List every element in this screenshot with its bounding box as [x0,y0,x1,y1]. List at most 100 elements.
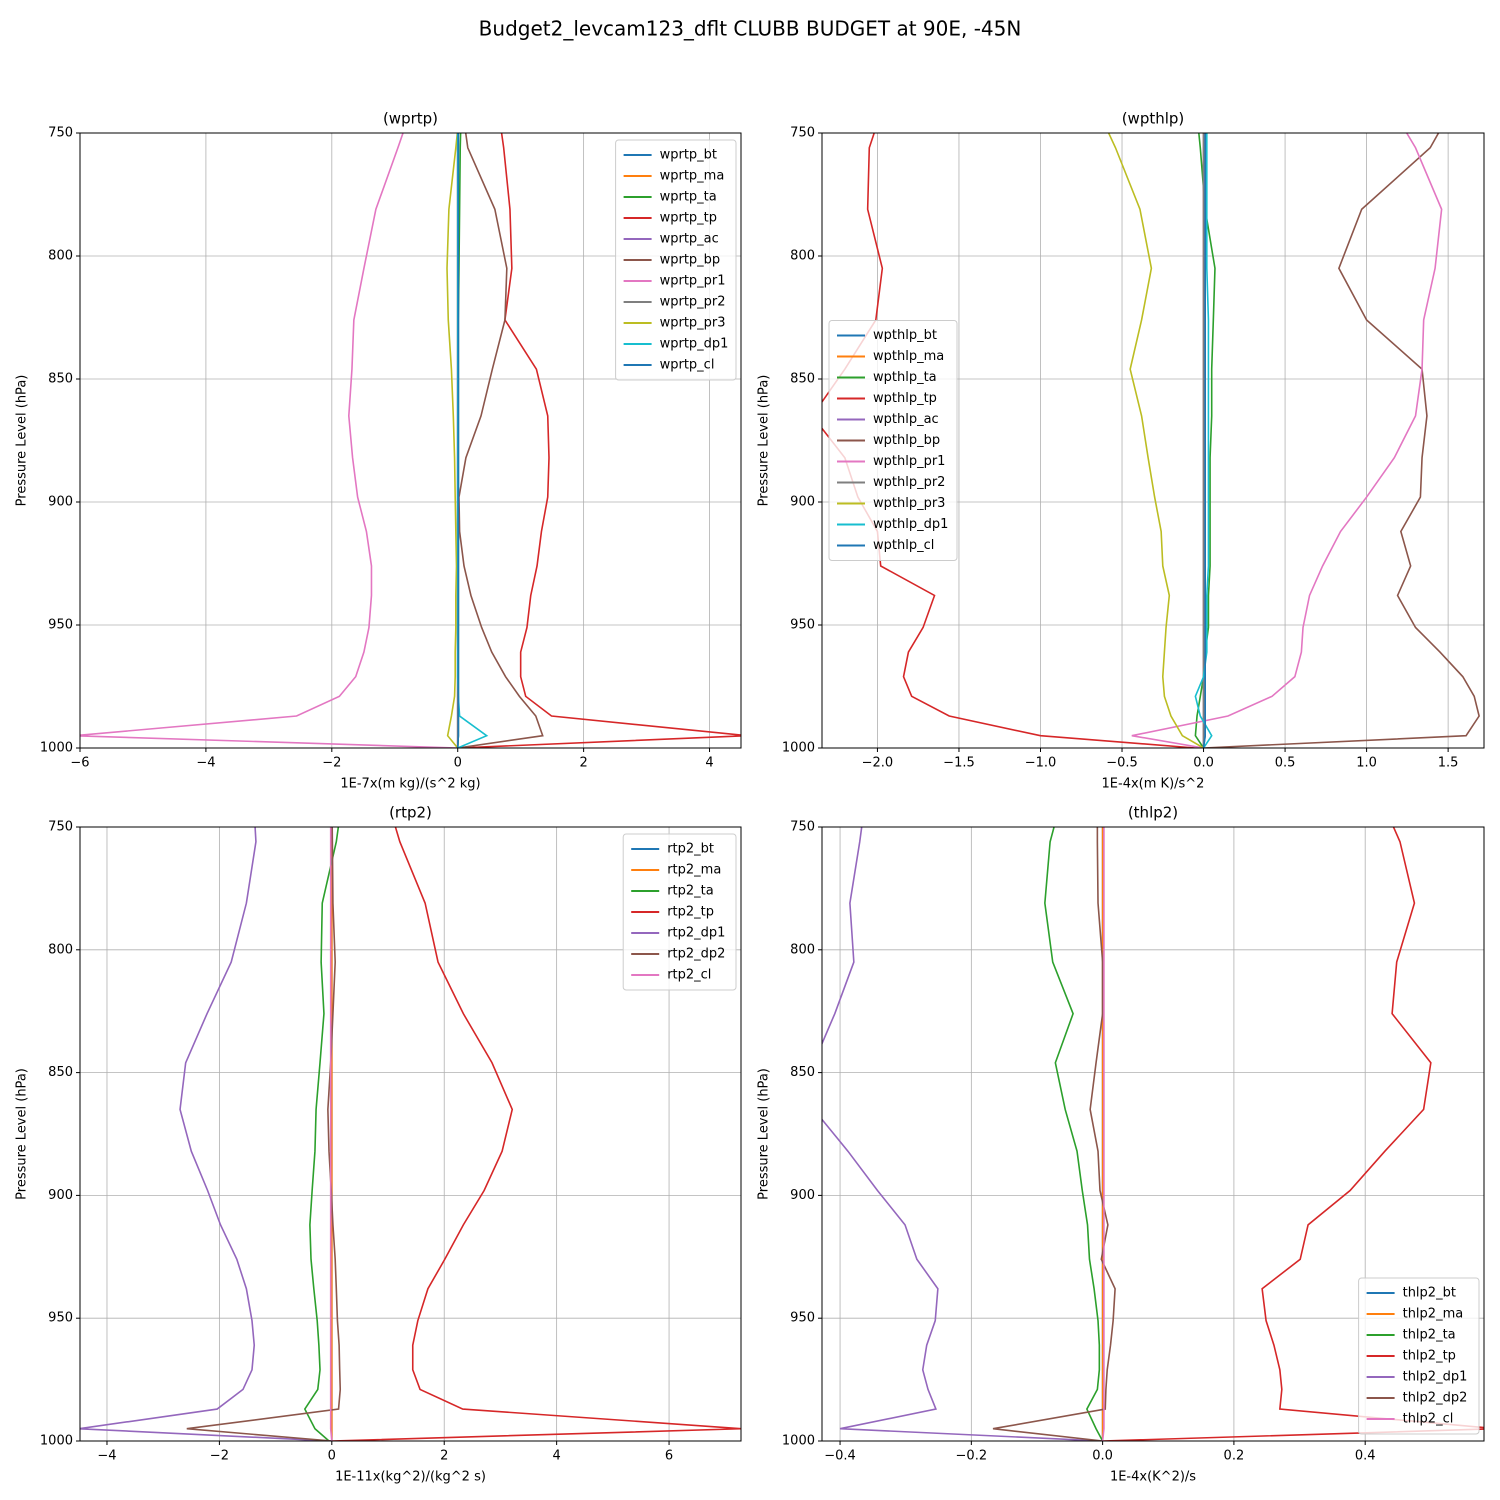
legend-frame [1358,1277,1480,1435]
y-tick-label: 750 [48,126,73,141]
legend-label: wpthlp_ta [873,370,937,385]
x-tick-label: −1.0 [1025,756,1057,771]
y-tick-label: 950 [48,1311,73,1326]
y-tick-label: 850 [48,1065,73,1080]
x-tick-label: −2 [210,1449,229,1464]
y-tick-label: 750 [48,820,73,835]
x-tick-label: 1.0 [1356,756,1377,771]
x-axis-label: 1E-11x(kg^2)/(kg^2 s) [335,1470,486,1485]
series-line [1202,133,1206,748]
y-tick-label: 900 [48,495,73,510]
series-line [331,827,741,1441]
y-tick-label: 850 [48,372,73,387]
legend-label: wpthlp_pr1 [873,454,945,469]
plot-area [822,827,1484,1441]
legend-label: rtp2_bt [667,842,714,857]
legend-label: wprtp_ma [660,169,725,184]
y-axis-label: Pressure Level (hPa) [15,1068,30,1200]
legend-label: rtp2_cl [667,968,711,983]
legend-label: wprtp_pr1 [660,274,726,289]
x-axis-label: 1E-4x(K^2)/s [1110,1470,1196,1485]
x-tick-label: 0.4 [1355,1449,1376,1464]
legend-label: wprtp_bt [660,148,717,163]
x-tick-label: 0.5 [1275,756,1296,771]
y-tick-label: 900 [790,1188,815,1203]
legend-label: wprtp_dp1 [660,337,729,352]
legend-label: rtp2_dp1 [667,926,725,941]
legend-label: thlp2_ma [1403,1307,1464,1322]
x-tick-label: −2.0 [862,756,894,771]
legend-label: thlp2_dp1 [1403,1370,1468,1385]
legend-label: wprtp_ta [660,190,717,205]
plot-area [80,827,741,1441]
y-axis-label: Pressure Level (hPa) [757,1068,772,1200]
y-tick-label: 850 [790,372,815,387]
x-tick-label: 0 [328,1449,336,1464]
x-tick-label: 2 [440,1449,448,1464]
x-tick-label: −6 [70,756,89,771]
x-axis-label: 1E-7x(m kg)/(s^2 kg) [340,777,480,792]
y-axis-label: Pressure Level (hPa) [15,375,30,507]
axes-frame [79,826,742,1442]
subplot-title: (rtp2) [389,804,432,822]
legend-label: wprtp_pr3 [660,316,726,331]
subplot-title: (wpthlp) [1122,110,1185,128]
axes-frame [821,826,1485,1442]
x-tick-label: −4 [196,756,215,771]
x-tick-label: −0.2 [956,1449,988,1464]
x-tick-label: 2 [579,756,587,771]
x-tick-label: −0.5 [1106,756,1138,771]
legend-label: wpthlp_pr3 [873,496,945,511]
x-tick-label: 4 [705,756,713,771]
x-tick-label: −1.5 [943,756,975,771]
y-tick-label: 800 [790,249,815,264]
series-line [186,827,342,1441]
legend-label: wpthlp_tp [873,391,937,406]
legend-label: thlp2_ta [1403,1328,1456,1343]
x-tick-label: −2 [322,756,341,771]
series-line [329,827,333,1441]
x-tick-label: 0 [454,756,462,771]
series-line [446,133,459,748]
x-tick-label: −4 [97,1449,116,1464]
subplot-title: (thlp2) [1128,804,1178,822]
legend-label: thlp2_tp [1403,1349,1456,1364]
series-line [1203,133,1480,748]
x-tick-label: 6 [665,1449,673,1464]
x-tick-label: 0.2 [1224,1449,1245,1464]
legend-label: wprtp_bp [660,253,721,268]
legend-label: wprtp_tp [660,211,717,226]
legend-frame [622,833,737,991]
legend-label: thlp2_cl [1403,1412,1454,1427]
legend-label: wpthlp_pr2 [873,475,945,490]
legend-label: thlp2_bt [1403,1286,1456,1301]
axes-frame [821,132,1485,749]
series-line [457,133,544,748]
y-tick-label: 1000 [40,1434,73,1449]
axes-frame [79,132,742,749]
y-tick-label: 800 [48,942,73,957]
legend-label: rtp2_dp2 [667,947,725,962]
y-tick-label: 750 [790,820,815,835]
x-tick-label: 0.0 [1092,1449,1113,1464]
legend-label: rtp2_tp [667,905,714,920]
legend-label: wpthlp_ma [873,349,944,364]
series-line [303,827,340,1441]
y-tick-label: 750 [790,126,815,141]
subplot-title: (wprtp) [383,110,438,128]
series-line [457,133,741,748]
legend-label: wprtp_cl [660,358,715,373]
y-tick-label: 950 [48,618,73,633]
y-tick-label: 1000 [40,741,73,756]
figure-title: Budget2_levcam123_dflt CLUBB BUDGET at 9… [479,17,1022,41]
y-tick-label: 950 [790,618,815,633]
series-line [456,133,460,748]
legend-label: wprtp_ac [660,232,719,247]
x-tick-label: −0.4 [824,1449,856,1464]
legend-label: wpthlp_ac [873,412,939,427]
y-tick-label: 900 [48,1188,73,1203]
legend-label: wpthlp_dp1 [873,517,948,532]
y-tick-label: 850 [790,1065,815,1080]
